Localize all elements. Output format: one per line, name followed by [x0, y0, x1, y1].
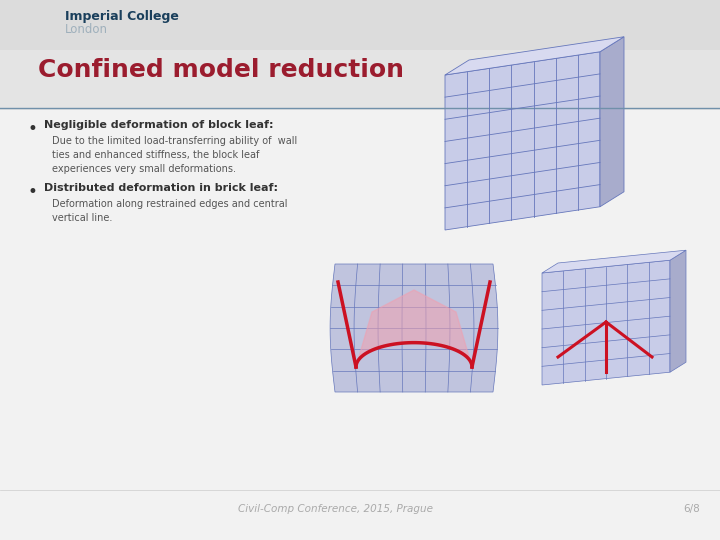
- Text: Deformation along restrained edges and central
vertical line.: Deformation along restrained edges and c…: [52, 199, 287, 223]
- Text: Imperial College: Imperial College: [65, 10, 179, 23]
- Bar: [0, 490, 720, 540]
- Polygon shape: [445, 52, 600, 230]
- Polygon shape: [356, 290, 472, 367]
- Text: Due to the limited load-transferring ability of  wall
ties and enhanced stiffnes: Due to the limited load-transferring abi…: [52, 136, 297, 174]
- Text: London: London: [65, 23, 108, 36]
- Polygon shape: [542, 260, 670, 385]
- Polygon shape: [600, 37, 624, 207]
- Text: Negligible deformation of block leaf:: Negligible deformation of block leaf:: [44, 120, 274, 130]
- Text: Distributed deformation in brick leaf:: Distributed deformation in brick leaf:: [44, 183, 278, 193]
- Text: 6/8: 6/8: [683, 504, 700, 514]
- Text: Civil-Comp Conference, 2015, Prague: Civil-Comp Conference, 2015, Prague: [238, 504, 433, 514]
- Text: •: •: [28, 183, 38, 201]
- Polygon shape: [542, 250, 686, 273]
- Polygon shape: [330, 264, 498, 392]
- Text: •: •: [28, 120, 38, 138]
- Text: Confined model reduction: Confined model reduction: [38, 58, 404, 82]
- Polygon shape: [670, 250, 686, 372]
- Bar: [0, 110, 720, 490]
- Polygon shape: [445, 37, 624, 75]
- Bar: [0, 0, 720, 50]
- Bar: [0, 50, 720, 110]
